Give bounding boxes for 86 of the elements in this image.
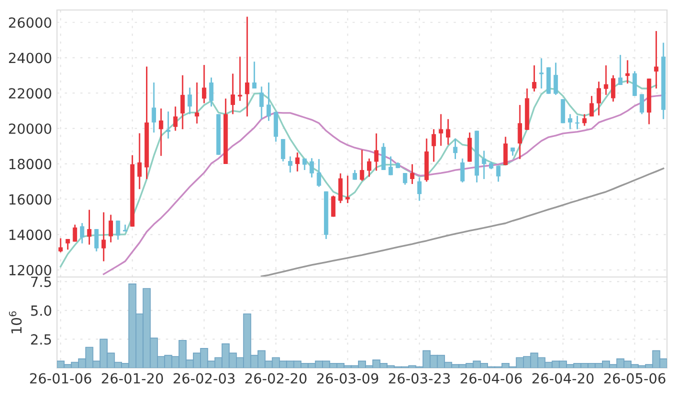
- candlestick: [482, 150, 486, 180]
- candlestick: [137, 132, 142, 190]
- y-tick-label: 12000: [9, 264, 52, 276]
- line-series: [260, 168, 664, 277]
- candlestick: [467, 132, 472, 162]
- candlestick: [80, 222, 84, 244]
- x-tick-label: 26-01-06: [30, 373, 92, 384]
- candlestick: [374, 132, 379, 172]
- candlestick: [331, 194, 336, 218]
- candlestick: [101, 212, 106, 262]
- candlestick: [338, 172, 343, 204]
- candlestick: [518, 104, 522, 160]
- candlestick: [295, 152, 300, 172]
- candlestick: [640, 93, 644, 115]
- candlestick: [209, 76, 214, 108]
- candlestick: [310, 157, 314, 178]
- candlestick: [173, 106, 178, 132]
- candlestick: [496, 165, 501, 182]
- candlestick: [402, 172, 408, 186]
- candlestick: [116, 220, 120, 240]
- candlestick: [259, 86, 264, 120]
- candlestick: [245, 16, 250, 118]
- candlestick: [654, 30, 658, 90]
- y-tick-label: 26000: [8, 17, 52, 28]
- x-tick-label: 26-04-20: [532, 373, 594, 384]
- x-tick-label: 26-04-06: [460, 373, 522, 384]
- candlestick: [230, 72, 235, 115]
- candlestick: [152, 82, 156, 134]
- candlestick: [316, 158, 322, 188]
- candlestick: [367, 158, 372, 178]
- candlestick: [388, 156, 393, 176]
- line-series: [102, 94, 664, 276]
- y-tick-label: 14000: [9, 230, 52, 240]
- candlestick: [87, 209, 92, 246]
- candlestick: [503, 136, 508, 166]
- candlestick: [575, 115, 580, 130]
- candlestick: [632, 70, 637, 97]
- candlestick: [108, 214, 113, 244]
- candlestick: [446, 118, 450, 146]
- candlestick: [188, 86, 192, 115]
- candlestick: [302, 158, 307, 171]
- candlestick: [72, 224, 78, 242]
- y-tick-label: 22000: [8, 88, 52, 99]
- candlestick: [252, 60, 257, 90]
- candlestick: [438, 113, 444, 146]
- candlestick: [460, 158, 465, 184]
- x-tick-label: 26-03-23: [388, 373, 450, 384]
- candlestick: [94, 228, 99, 252]
- candlestick: [618, 54, 623, 86]
- candlestick: [410, 163, 414, 185]
- candlestick: [582, 113, 587, 127]
- y-tick-label: 16000: [9, 194, 52, 205]
- y-tick-label: 2.5: [31, 334, 51, 345]
- candlestick: [453, 138, 458, 160]
- candlestick: [194, 82, 200, 124]
- candlestick: [158, 108, 164, 157]
- candlestick: [345, 174, 350, 204]
- y-tick-label: 24000: [8, 52, 52, 64]
- x-tick-label: 26-03-09: [317, 373, 378, 384]
- candlestick: [611, 74, 616, 102]
- candlestick: [596, 80, 601, 116]
- candlestick: [360, 149, 364, 182]
- candlestick: [554, 62, 558, 96]
- candlestick: [180, 74, 185, 130]
- y-tick-label: 5.0: [31, 305, 52, 316]
- candlestick: [381, 142, 386, 171]
- y-tick-label: 20000: [8, 123, 52, 134]
- candlestick: [532, 64, 536, 92]
- candlestick: [589, 95, 594, 118]
- candlestick: [288, 156, 292, 174]
- candlestick: [568, 113, 572, 130]
- candlestick: [166, 110, 170, 140]
- x-tick-label: 26-02-20: [245, 373, 306, 384]
- candlestick: [202, 64, 206, 104]
- y-tick-label: 7.5: [31, 276, 51, 288]
- x-tick-label: 26-02-03: [174, 373, 235, 384]
- y-tick-label: 18000: [9, 158, 52, 170]
- x-tick-label: 26-01-20: [102, 373, 163, 384]
- y-axis-title: 10$^{6}$: [8, 311, 22, 334]
- x-tick-label: 26-05-06: [604, 373, 666, 384]
- candlestick: [417, 176, 422, 202]
- candlestick: [58, 238, 63, 253]
- candlestick: [604, 64, 608, 96]
- candlestick: [280, 138, 286, 162]
- candlestick: [266, 82, 271, 122]
- candlestick: [432, 128, 436, 162]
